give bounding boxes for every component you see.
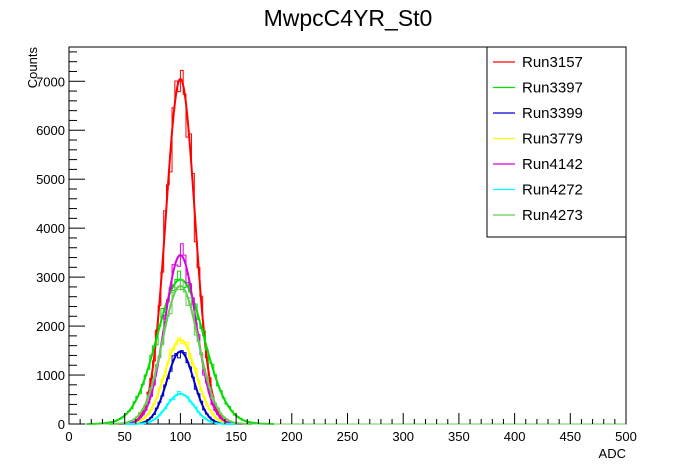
x-tick-label: 0 bbox=[65, 429, 72, 444]
series-curve-Run4273 bbox=[109, 284, 252, 425]
y-tick-label: 4000 bbox=[36, 221, 65, 236]
legend: Run3157 Run3397 Run3399 Run3779 Run4142 Run42… bbox=[486, 46, 627, 238]
series-histogram-Run3397 bbox=[69, 270, 626, 425]
series-curve-Run4142 bbox=[117, 254, 243, 425]
x-tick-label: 500 bbox=[615, 429, 637, 444]
x-tick-label: 150 bbox=[225, 429, 247, 444]
x-tick-label: 50 bbox=[117, 429, 131, 444]
x-axis-label: ADC bbox=[599, 446, 626, 461]
chart-title: MwpcC4YR_St0 bbox=[264, 5, 433, 31]
series-curve-Run3779 bbox=[118, 338, 243, 425]
legend-entry-Run4142: Run4142 bbox=[522, 156, 583, 173]
legend-entry-Run3397: Run3397 bbox=[522, 80, 583, 97]
x-tick-label: 400 bbox=[504, 429, 526, 444]
x-tick-label: 300 bbox=[392, 429, 414, 444]
series-histogram-Run4142 bbox=[69, 243, 626, 425]
y-tick-label: 1000 bbox=[36, 368, 65, 383]
plot-area bbox=[69, 69, 626, 425]
x-tick-label: 450 bbox=[559, 429, 581, 444]
series-curve-Run3399 bbox=[126, 350, 234, 425]
y-tick-label: 0 bbox=[58, 417, 65, 432]
y-axis-label: Counts bbox=[25, 47, 40, 89]
legend-entry-Run3157: Run3157 bbox=[522, 54, 583, 71]
x-tick-label: 350 bbox=[448, 429, 470, 444]
x-tick-label: 250 bbox=[337, 429, 359, 444]
x-tick-label: 200 bbox=[281, 429, 303, 444]
x-axis: 0 50 100 150 200 250 300 350 400 450 500 bbox=[65, 413, 637, 444]
x-tick-label: 100 bbox=[170, 429, 192, 444]
y-tick-label: 2000 bbox=[36, 319, 65, 334]
series-curve-Run4272 bbox=[126, 392, 234, 425]
legend-entry-Run4272: Run4272 bbox=[522, 182, 583, 199]
legend-box bbox=[486, 46, 627, 238]
y-tick-label: 5000 bbox=[36, 172, 65, 187]
legend-entry-Run3779: Run3779 bbox=[522, 131, 583, 148]
legend-entry-Run4273: Run4273 bbox=[522, 207, 583, 224]
y-tick-label: 3000 bbox=[36, 270, 65, 285]
legend-entry-Run3399: Run3399 bbox=[522, 105, 583, 122]
y-axis: 0 1000 2000 3000 4000 5000 6000 7000 bbox=[36, 51, 85, 432]
y-tick-label: 7000 bbox=[36, 74, 65, 89]
y-tick-label: 6000 bbox=[36, 123, 65, 138]
